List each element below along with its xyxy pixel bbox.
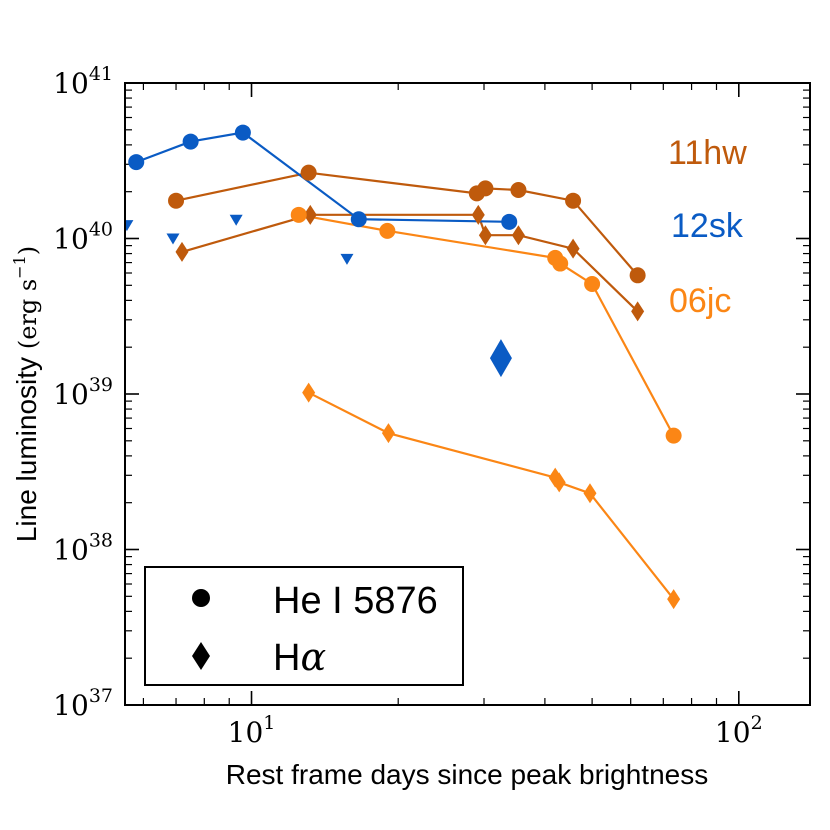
series-label-11hw: 11hw [668, 134, 747, 172]
y-tick-label-exponent: 37 [89, 685, 113, 707]
x-tick-label: 101 [228, 712, 276, 749]
y-tick-label-exponent: 39 [89, 374, 113, 396]
data-point-06jc-he [552, 255, 569, 272]
data-point-11hw-he [477, 180, 494, 197]
series-line-11hw-halpha [181, 213, 639, 313]
y-axis-title-unit: (erg s [14, 279, 42, 349]
legend-halpha-h: H [273, 637, 300, 679]
data-point-06jc-he [290, 206, 307, 223]
legend-circle-marker [192, 589, 210, 607]
y-tick-label: 1041 [53, 63, 113, 100]
legend-label-halpha: Hα [273, 635, 326, 679]
series-label-06jc: 06jc [669, 282, 731, 320]
data-point-12sk-he [182, 133, 199, 150]
data-marks-layer [125, 124, 682, 610]
upper-limit-12sk [125, 220, 134, 232]
y-tick-label-base: 10 [53, 223, 89, 256]
upper-limit-12sk [229, 214, 243, 226]
y-tick-label: 1040 [53, 219, 113, 256]
data-point-12sk-he [350, 211, 367, 228]
y-axis-title-unit-close: ) [14, 246, 42, 255]
data-point-06jc-halpha [583, 483, 597, 504]
x-tick-label-base: 10 [715, 716, 751, 749]
series-lines-layer [135, 131, 675, 600]
data-point-06jc-halpha [552, 472, 566, 493]
upper-limit-12sk [340, 253, 354, 265]
legend-diamond-marker [192, 642, 210, 670]
x-tick-label-exponent: 1 [263, 712, 275, 734]
legend-label-he: He I 5876 [273, 580, 438, 622]
data-point-11hw-he [300, 164, 317, 181]
plot-frame [124, 82, 811, 706]
data-point-11hw-halpha [175, 241, 189, 262]
legend: He I 5876 Hα [144, 566, 464, 686]
data-point-06jc-halpha [302, 382, 316, 403]
data-point-11hw-halpha [566, 238, 580, 259]
series-line-11hw-he [175, 171, 639, 277]
y-tick-label-exponent: 41 [89, 63, 113, 85]
data-point-06jc-he [584, 275, 601, 292]
y-tick-label-base: 10 [53, 67, 89, 100]
y-tick-label: 1039 [53, 374, 113, 411]
series-line-06jc-he [298, 213, 675, 437]
data-point-11hw-he [168, 192, 185, 209]
data-point-11hw-he [510, 182, 527, 199]
y-tick-label-exponent: 38 [89, 530, 113, 552]
data-point-06jc-halpha [381, 423, 395, 444]
data-point-12sk-he [234, 124, 251, 141]
data-point-12sk-he [128, 154, 145, 171]
y-tick-label: 1038 [53, 530, 113, 567]
y-tick-label: 1037 [53, 685, 113, 722]
data-point-06jc-he [379, 222, 396, 239]
x-tick-label-base: 10 [228, 716, 264, 749]
data-point-11hw-he [565, 192, 582, 209]
series-label-12sk: 12sk [671, 207, 744, 245]
data-point-11hw-halpha [303, 204, 317, 225]
data-point-11hw-halpha [511, 225, 525, 246]
x-tick-label-exponent: 2 [751, 712, 763, 734]
y-axis-title-main: Line luminosity [11, 349, 42, 542]
data-point-11hw-halpha [631, 301, 645, 322]
data-point-12sk-he [501, 213, 518, 230]
data-point-06jc-he [665, 427, 682, 444]
y-tick-label-base: 10 [53, 534, 89, 567]
upper-limit-12sk [166, 233, 180, 245]
data-point-11hw-halpha [471, 204, 485, 225]
legend-halpha-alpha: α [300, 635, 326, 679]
y-tick-label-exponent: 40 [89, 219, 113, 241]
y-tick-label-base: 10 [53, 689, 89, 722]
x-tick-label: 102 [715, 712, 763, 749]
x-axis-title: Rest frame days since peak brightness [226, 759, 708, 790]
y-axis-title-unit-sup: −1 [10, 255, 29, 279]
y-axis-title: Line luminosity (erg s−1) [10, 246, 42, 542]
data-point-12sk-halpha [489, 339, 512, 378]
y-tick-label-base: 10 [53, 378, 89, 411]
data-point-06jc-halpha [667, 589, 681, 610]
data-point-11hw-he [629, 267, 646, 284]
data-point-11hw-halpha [478, 225, 492, 246]
